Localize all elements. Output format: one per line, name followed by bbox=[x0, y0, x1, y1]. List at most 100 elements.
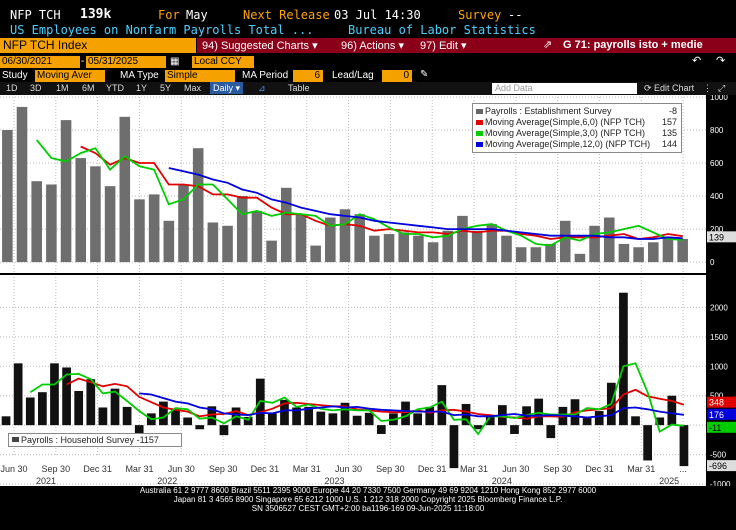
bar bbox=[376, 425, 386, 434]
ma-period-input[interactable]: 6 bbox=[293, 70, 323, 82]
undo-icon[interactable]: ↶ bbox=[692, 55, 702, 67]
bar bbox=[631, 416, 640, 426]
table-button[interactable]: Table bbox=[288, 83, 310, 93]
end-date-field[interactable]: 05/31/2025 bbox=[86, 56, 166, 68]
bar bbox=[195, 425, 205, 430]
tab-6m[interactable]: 6M bbox=[82, 83, 95, 93]
pencil-icon[interactable]: ✎ bbox=[420, 69, 429, 80]
tab-3d[interactable]: 3D bbox=[30, 83, 42, 93]
tag-bottom-ma3-bg bbox=[707, 421, 736, 433]
bar bbox=[603, 217, 615, 263]
bar bbox=[62, 367, 71, 426]
bar bbox=[401, 401, 410, 426]
tag-bottom-ma3: -11 bbox=[709, 423, 721, 433]
y-tick-label: -1000 bbox=[710, 480, 731, 486]
tab-ytd[interactable]: YTD bbox=[106, 83, 124, 93]
bar bbox=[98, 407, 108, 426]
y-tick-label: 200 bbox=[710, 225, 724, 234]
bar bbox=[16, 106, 28, 263]
ma-type-select[interactable]: Simple bbox=[165, 70, 235, 82]
start-date-field[interactable]: 06/30/2021 bbox=[0, 56, 80, 68]
toolbar-row: NFP TCH Index 94) Suggested Charts ▾ 96)… bbox=[0, 38, 736, 53]
bar bbox=[243, 416, 253, 426]
bar bbox=[633, 247, 644, 263]
tab-5y[interactable]: 5Y bbox=[160, 83, 172, 93]
edit-menu[interactable]: 97) Edit ▾ bbox=[420, 40, 467, 52]
chart-title: G 71: payrolls isto + medie bbox=[563, 39, 703, 51]
edit-chart-button[interactable]: ⟳ Edit Chart bbox=[644, 83, 695, 93]
bar bbox=[178, 184, 189, 263]
bar bbox=[559, 220, 571, 263]
bottom-legend: Payrolls : Household Survey -1157 bbox=[8, 433, 182, 447]
x-axis-band bbox=[0, 461, 706, 486]
bar bbox=[530, 247, 542, 263]
chart-type-icon[interactable]: ⊿ bbox=[258, 83, 266, 93]
study-select[interactable]: Moving Aver bbox=[35, 70, 105, 82]
add-data-input[interactable]: Add Data bbox=[492, 83, 637, 94]
x-year-label: 2021 bbox=[36, 476, 56, 486]
header-row: NFP TCH 139k For May Next Release 03 Jul… bbox=[0, 6, 736, 23]
legend-item-payrolls: Payrolls : Establishment Survey -8 bbox=[473, 106, 681, 117]
lead-lag-input[interactable]: 0 bbox=[382, 70, 412, 82]
bottom-panel-lines bbox=[29, 362, 685, 436]
top-panel-grid bbox=[0, 96, 706, 457]
bar bbox=[485, 415, 495, 426]
expand-icon[interactable]: ⤢ bbox=[718, 83, 726, 93]
currency-select[interactable]: Local CCY bbox=[192, 56, 254, 68]
x-tick-label: Mar 31 bbox=[627, 464, 655, 474]
bar bbox=[207, 222, 219, 263]
share-arrow-icon[interactable]: ⇗ bbox=[543, 39, 553, 51]
footer-line-3: SN 3506527 CEST GMT+2:00 ba1196-169 09-J… bbox=[251, 504, 485, 513]
tab-1m[interactable]: 1M bbox=[56, 83, 69, 93]
bar bbox=[413, 413, 422, 426]
bar bbox=[589, 225, 600, 263]
bar bbox=[310, 245, 321, 263]
bar bbox=[222, 225, 233, 263]
bar bbox=[1, 416, 11, 426]
bar bbox=[594, 411, 604, 426]
x-year-label: 2023 bbox=[325, 476, 345, 486]
bar bbox=[425, 406, 435, 426]
bar bbox=[266, 240, 277, 263]
bar bbox=[325, 217, 336, 263]
x-tick-label: Jun 30 bbox=[168, 464, 195, 474]
tabs-row: 1D 3D 1M 6M YTD 1Y 5Y Max Daily ▾ ⊿ Tabl… bbox=[0, 82, 736, 95]
bar bbox=[159, 401, 168, 426]
tab-1y[interactable]: 1Y bbox=[136, 83, 148, 93]
bar bbox=[667, 395, 677, 426]
footer: Australia 61 2 9777 8600 Brazil 5511 239… bbox=[0, 486, 736, 530]
bar bbox=[328, 413, 338, 426]
redo-icon[interactable]: ↷ bbox=[716, 55, 726, 67]
bar bbox=[364, 412, 374, 426]
bar bbox=[110, 388, 120, 426]
frequency-select[interactable]: Daily ▾ bbox=[210, 82, 244, 94]
bar bbox=[219, 425, 229, 436]
study-label: Study bbox=[2, 70, 28, 81]
bar bbox=[38, 392, 47, 426]
security-field[interactable]: NFP TCH Index bbox=[0, 38, 196, 53]
bar bbox=[163, 220, 175, 263]
bar bbox=[31, 181, 42, 263]
x-tick-label: Mar 31 bbox=[460, 464, 488, 474]
suggested-charts-menu[interactable]: 94) Suggested Charts ▾ bbox=[202, 40, 318, 52]
tag-bottom-ma6-bg bbox=[707, 396, 736, 408]
bar bbox=[679, 425, 689, 467]
actions-menu[interactable]: 96) Actions ▾ bbox=[341, 40, 404, 52]
x-tick-label: Jun 30 bbox=[502, 464, 529, 474]
security-description: US Employees on Nonfarm Payrolls Total .… bbox=[10, 23, 314, 37]
x-tick-label: ... bbox=[679, 464, 687, 474]
bar bbox=[251, 210, 263, 263]
bar bbox=[60, 120, 72, 263]
tab-1d[interactable]: 1D bbox=[6, 83, 18, 93]
bar bbox=[339, 209, 351, 263]
bar bbox=[413, 235, 424, 263]
top-panel-lines bbox=[35, 139, 683, 247]
legend-item-ma12: Moving Average(Simple,12,0) (NFP TCH) 144 bbox=[473, 139, 681, 150]
series-line bbox=[80, 145, 683, 240]
x-year-label: 2022 bbox=[157, 476, 177, 486]
calendar-icon[interactable]: ▦ bbox=[170, 56, 180, 67]
series-line bbox=[139, 392, 685, 419]
ma-period-label: MA Period bbox=[242, 70, 289, 81]
options-icon[interactable]: ⋮ bbox=[703, 83, 712, 93]
tab-max[interactable]: Max bbox=[184, 83, 202, 93]
